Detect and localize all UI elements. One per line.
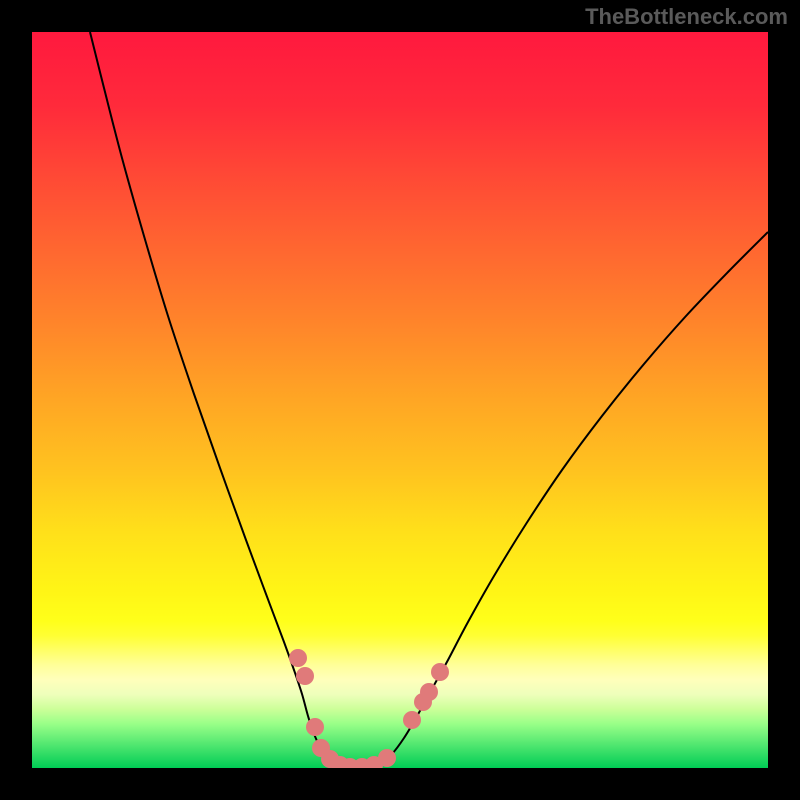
- marker-point: [420, 683, 438, 701]
- chart-root: TheBottleneck.com: [0, 0, 800, 800]
- marker-point: [306, 718, 324, 736]
- marker-point: [403, 711, 421, 729]
- marker-point: [296, 667, 314, 685]
- marker-point: [378, 749, 396, 767]
- gradient-background: [32, 32, 768, 768]
- plot-area: [32, 32, 768, 768]
- watermark-text: TheBottleneck.com: [585, 4, 788, 30]
- marker-point: [289, 649, 307, 667]
- marker-point: [431, 663, 449, 681]
